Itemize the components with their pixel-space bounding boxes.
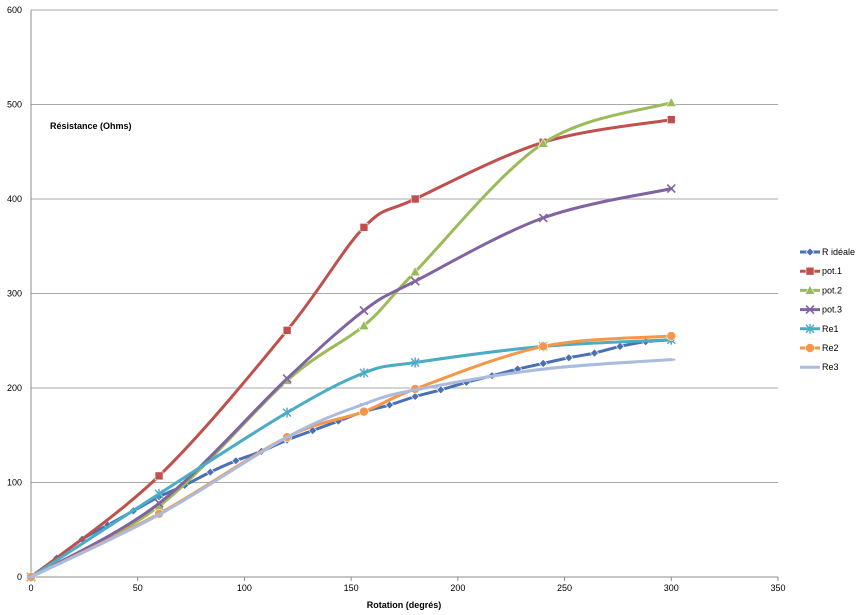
data-point bbox=[410, 194, 420, 204]
series-lines bbox=[25, 96, 677, 582]
legend-item: pot.1 bbox=[800, 266, 842, 276]
data-point bbox=[436, 385, 446, 395]
legend-label: Re1 bbox=[822, 324, 839, 334]
data-point bbox=[154, 498, 164, 508]
series-line bbox=[29, 118, 673, 579]
legend-marker bbox=[805, 266, 815, 276]
data-point bbox=[385, 400, 394, 410]
legend-marker bbox=[805, 247, 815, 257]
data-point bbox=[205, 467, 215, 477]
data-point bbox=[666, 331, 677, 341]
y-tick-label: 400 bbox=[7, 194, 22, 204]
legend-label: R idéale bbox=[822, 247, 855, 257]
legend-label: pot.3 bbox=[822, 305, 842, 315]
data-point bbox=[154, 471, 164, 481]
x-axis-title: Rotation (degrés) bbox=[367, 600, 442, 610]
legend-marker bbox=[804, 284, 816, 295]
legend-marker bbox=[805, 343, 815, 353]
legend-label: Re3 bbox=[822, 362, 839, 372]
x-tick-label: 200 bbox=[450, 583, 465, 593]
y-axis-title: Résistance (Ohms) bbox=[50, 121, 132, 131]
series-line bbox=[29, 334, 673, 579]
legend-item: Re3 bbox=[800, 362, 839, 372]
x-tick-label: 50 bbox=[133, 583, 143, 593]
data-point bbox=[538, 359, 548, 368]
legend-item: R idéale bbox=[800, 247, 855, 257]
data-point bbox=[282, 326, 292, 335]
legend-marker bbox=[805, 305, 815, 315]
data-point bbox=[538, 213, 548, 223]
y-tick-label: 300 bbox=[7, 289, 22, 299]
series-line bbox=[29, 187, 673, 579]
data-point bbox=[410, 276, 420, 286]
legend-label: pot.2 bbox=[822, 285, 842, 295]
data-point bbox=[564, 353, 574, 363]
series-re2 bbox=[26, 331, 677, 582]
y-tick-label: 600 bbox=[7, 5, 22, 15]
gridlines bbox=[31, 9, 778, 483]
legend-item: Re1 bbox=[800, 324, 839, 334]
data-point bbox=[538, 341, 549, 352]
data-point bbox=[409, 266, 421, 277]
data-point bbox=[359, 367, 369, 378]
legend-marker bbox=[805, 323, 815, 334]
data-point bbox=[615, 341, 625, 351]
x-tick-label: 300 bbox=[664, 583, 679, 593]
data-point bbox=[410, 392, 420, 401]
x-tick-label: 250 bbox=[557, 583, 572, 593]
series-line bbox=[29, 358, 673, 579]
legend-item: pot.2 bbox=[800, 284, 842, 295]
legend: R idéale pot.1 pot.2 pot.3 Re1 Re2 Re3 bbox=[800, 247, 855, 372]
x-tick-label: 0 bbox=[28, 583, 33, 593]
data-point bbox=[231, 456, 241, 466]
data-point bbox=[359, 223, 369, 232]
data-point bbox=[282, 407, 292, 418]
data-point bbox=[359, 305, 369, 316]
x-tick-label: 150 bbox=[344, 583, 359, 593]
data-point bbox=[410, 357, 420, 368]
y-tick-label: 100 bbox=[7, 478, 22, 488]
data-point bbox=[154, 488, 164, 499]
y-tick-label: 0 bbox=[17, 572, 22, 582]
data-point bbox=[282, 373, 292, 384]
data-point bbox=[358, 320, 370, 330]
y-tick-label: 500 bbox=[7, 100, 22, 110]
legend-item: pot.3 bbox=[800, 305, 842, 315]
series-r-id-ale bbox=[26, 335, 676, 582]
x-tick-label: 100 bbox=[237, 583, 252, 593]
legend-item: Re2 bbox=[800, 343, 839, 353]
x-tick-labels: 0 50 100 150 200 250 300 350 bbox=[28, 583, 785, 593]
legend-label: pot.1 bbox=[822, 266, 842, 276]
series-line bbox=[29, 338, 673, 579]
series-line bbox=[29, 338, 673, 579]
data-point bbox=[590, 348, 599, 358]
data-point bbox=[666, 115, 676, 124]
data-point bbox=[665, 96, 677, 107]
y-tick-labels: 0 100 200 300 400 500 600 bbox=[7, 5, 22, 582]
legend-label: Re2 bbox=[822, 343, 839, 353]
axes bbox=[30, 10, 779, 581]
data-point bbox=[537, 137, 549, 148]
series-re3 bbox=[27, 358, 676, 579]
series-re1 bbox=[26, 334, 676, 582]
data-point bbox=[359, 406, 369, 417]
y-tick-label: 200 bbox=[7, 383, 22, 393]
data-point bbox=[666, 184, 676, 194]
x-tick-label: 350 bbox=[770, 583, 785, 593]
series-pot-1 bbox=[26, 115, 676, 582]
